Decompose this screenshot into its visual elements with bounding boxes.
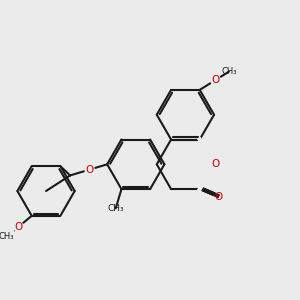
Text: O: O <box>14 222 22 232</box>
Text: O: O <box>85 165 93 175</box>
Text: O: O <box>212 75 220 85</box>
Text: O: O <box>212 159 220 169</box>
Text: CH₃: CH₃ <box>107 204 124 213</box>
Text: CH₃: CH₃ <box>221 67 237 76</box>
Text: O: O <box>214 192 222 202</box>
Text: CH₃: CH₃ <box>0 232 14 242</box>
